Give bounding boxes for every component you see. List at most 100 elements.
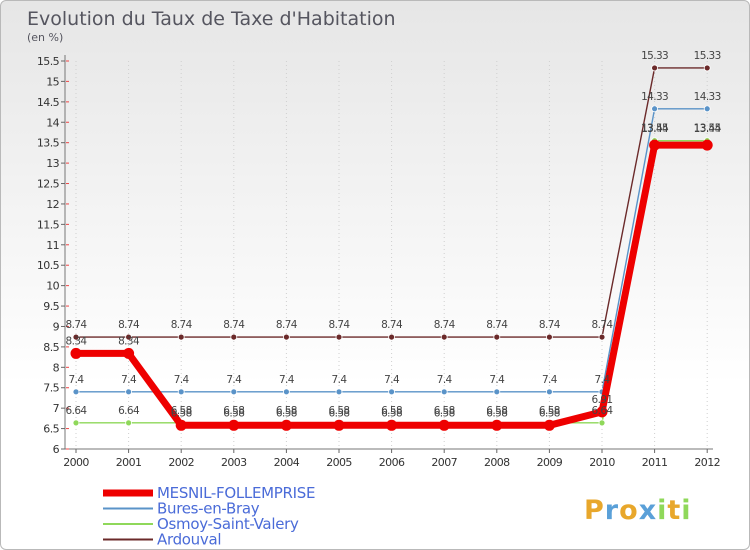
x-tick-label: 2001 (116, 456, 142, 469)
x-tick-label: 2007 (431, 456, 457, 469)
x-tick-label: 2009 (537, 456, 563, 469)
data-label-bures-en-bray-2012: 14.33 (694, 91, 721, 103)
y-tick-label: 11.5 (37, 218, 60, 231)
point-osmoy-saint-valery-2000 (72, 419, 80, 427)
point-ardouval-2006 (388, 333, 396, 341)
data-label-bures-en-bray-2005: 7.4 (332, 374, 348, 386)
legend-label-mesnil-follemprise: MESNIL-FOLLEMPRISE (157, 484, 315, 502)
data-label-ardouval-2005: 8.74 (329, 319, 351, 331)
data-label-ardouval-2008: 8.74 (486, 319, 508, 331)
data-label-bures-en-bray-2002: 7.4 (174, 374, 190, 386)
point-bures-en-bray-2000 (72, 388, 80, 396)
point-bures-en-bray-2009 (546, 388, 553, 396)
data-label-mesnil-follemprise-2005: 6.58 (329, 407, 350, 419)
point-osmoy-saint-valery-2001 (125, 419, 132, 427)
point-mesnil-follemprise-2007 (438, 419, 450, 431)
y-tick-label: 14 (46, 116, 59, 129)
y-tick-label: 7.5 (43, 382, 59, 395)
data-label-ardouval-2010: 8.74 (592, 319, 614, 331)
data-label-ardouval-2000: 8.74 (66, 319, 88, 331)
data-label-ardouval-2012: 15.33 (694, 50, 721, 62)
data-label-ardouval-2006: 8.74 (381, 319, 403, 331)
data-label-osmoy-saint-valery-2009: 6.58 (539, 405, 560, 417)
logo-letter: P (584, 495, 605, 526)
data-label-mesnil-follemprise-2002: 6.58 (171, 407, 192, 419)
y-tick-label: 11 (46, 239, 59, 252)
point-bures-en-bray-2004 (282, 388, 290, 396)
legend: MESNIL-FOLLEMPRISEBures-en-BrayOsmoy-Sai… (103, 484, 315, 549)
legend-label-osmoy-saint-valery: Osmoy-Saint-Valery (157, 515, 299, 533)
data-label-mesnil-follemprise-2003: 6.58 (223, 407, 244, 419)
point-bures-en-bray-2011 (651, 105, 658, 113)
logo-letter: r (605, 495, 619, 526)
y-tick-label: 7 (53, 402, 60, 415)
y-tick-label: 15.5 (37, 55, 60, 68)
point-mesnil-follemprise-2005 (333, 419, 345, 431)
point-ardouval-2010 (598, 333, 606, 341)
data-label-mesnil-follemprise-2008: 6.58 (486, 407, 507, 419)
x-tick-label: 2011 (642, 456, 668, 469)
y-tick-label: 10 (46, 280, 59, 293)
data-label-ardouval-2002: 8.74 (171, 319, 193, 331)
data-label-mesnil-follemprise-2001: 8.34 (118, 335, 140, 347)
point-bures-en-bray-2005 (335, 388, 343, 396)
data-label-ardouval-2001: 8.74 (118, 319, 140, 331)
data-label-bures-en-bray-2007: 7.4 (437, 374, 453, 386)
data-label-osmoy-saint-valery-2001: 6.64 (118, 405, 140, 417)
data-label-mesnil-follemprise-2006: 6.58 (381, 407, 402, 419)
point-mesnil-follemprise-2002 (175, 419, 187, 431)
data-labels: 8.74 8.74 8.74 8.74 8.74 8.74 8.74 8.74 8.74 8.74… (66, 50, 723, 419)
data-label-osmoy-saint-valery-2011: 13.55 (641, 123, 668, 135)
point-mesnil-follemprise-2004 (280, 419, 292, 431)
data-label-mesnil-follemprise-2011: 13.44 (641, 123, 669, 135)
point-mesnil-follemprise-2000 (70, 347, 82, 359)
chart-subtitle: (en %) (27, 31, 63, 44)
data-label-bures-en-bray-2008: 7.4 (489, 374, 505, 386)
data-label-ardouval-2007: 8.74 (434, 319, 456, 331)
point-bures-en-bray-2002 (177, 388, 185, 396)
y-tick-label: 6.5 (43, 423, 59, 436)
point-mesnil-follemprise-2001 (123, 347, 135, 359)
point-ardouval-2005 (335, 333, 343, 341)
point-bures-en-bray-2006 (388, 388, 396, 396)
logo-letter: t (667, 495, 681, 526)
data-label-ardouval-2004: 8.74 (276, 319, 298, 331)
data-label-osmoy-saint-valery-2006: 6.58 (381, 405, 402, 417)
data-label-bures-en-bray-2003: 7.4 (226, 374, 242, 386)
x-tick-label: 2012 (694, 456, 720, 469)
chart-title: Evolution du Taux de Taxe d'Habitation (27, 8, 396, 30)
point-mesnil-follemprise-2003 (228, 419, 240, 431)
series-layer (70, 64, 713, 431)
data-label-mesnil-follemprise-2010: 6.91 (592, 394, 613, 406)
data-label-osmoy-saint-valery-2002: 6.58 (171, 405, 192, 417)
point-bures-en-bray-2003 (230, 388, 238, 396)
legend-label-bures-en-bray: Bures-en-Bray (157, 500, 260, 518)
y-tick-label: 8.5 (43, 341, 59, 354)
point-bures-en-bray-2008 (493, 388, 501, 396)
data-label-osmoy-saint-valery-2012: 13.55 (694, 123, 721, 135)
data-label-osmoy-saint-valery-2007: 6.58 (434, 405, 455, 417)
x-tick-label: 2006 (379, 456, 405, 469)
point-bures-en-bray-2007 (440, 388, 448, 396)
legend-label-ardouval: Ardouval (157, 531, 221, 549)
point-ardouval-2009 (546, 333, 553, 341)
point-mesnil-follemprise-2010 (596, 406, 608, 418)
point-ardouval-2002 (177, 333, 185, 341)
data-label-osmoy-saint-valery-2004: 6.58 (276, 405, 297, 417)
point-mesnil-follemprise-2006 (386, 419, 398, 431)
point-bures-en-bray-2001 (125, 388, 132, 396)
data-label-bures-en-bray-2004: 7.4 (279, 374, 295, 386)
data-label-mesnil-follemprise-2012: 13.44 (694, 123, 722, 135)
grid-layer (75, 61, 708, 449)
y-tick-label: 10.5 (37, 259, 60, 272)
point-osmoy-saint-valery-2010 (598, 419, 606, 427)
y-tick-label: 15 (46, 75, 59, 88)
x-tick-label: 2008 (484, 456, 510, 469)
logo-letter: x (639, 495, 657, 526)
x-tick-label: 2004 (274, 456, 300, 469)
point-ardouval-2011 (651, 64, 658, 72)
data-label-osmoy-saint-valery-2010: 6.64 (592, 405, 614, 417)
data-label-ardouval-2009: 8.74 (539, 319, 561, 331)
data-label-ardouval-2003: 8.74 (223, 319, 245, 331)
